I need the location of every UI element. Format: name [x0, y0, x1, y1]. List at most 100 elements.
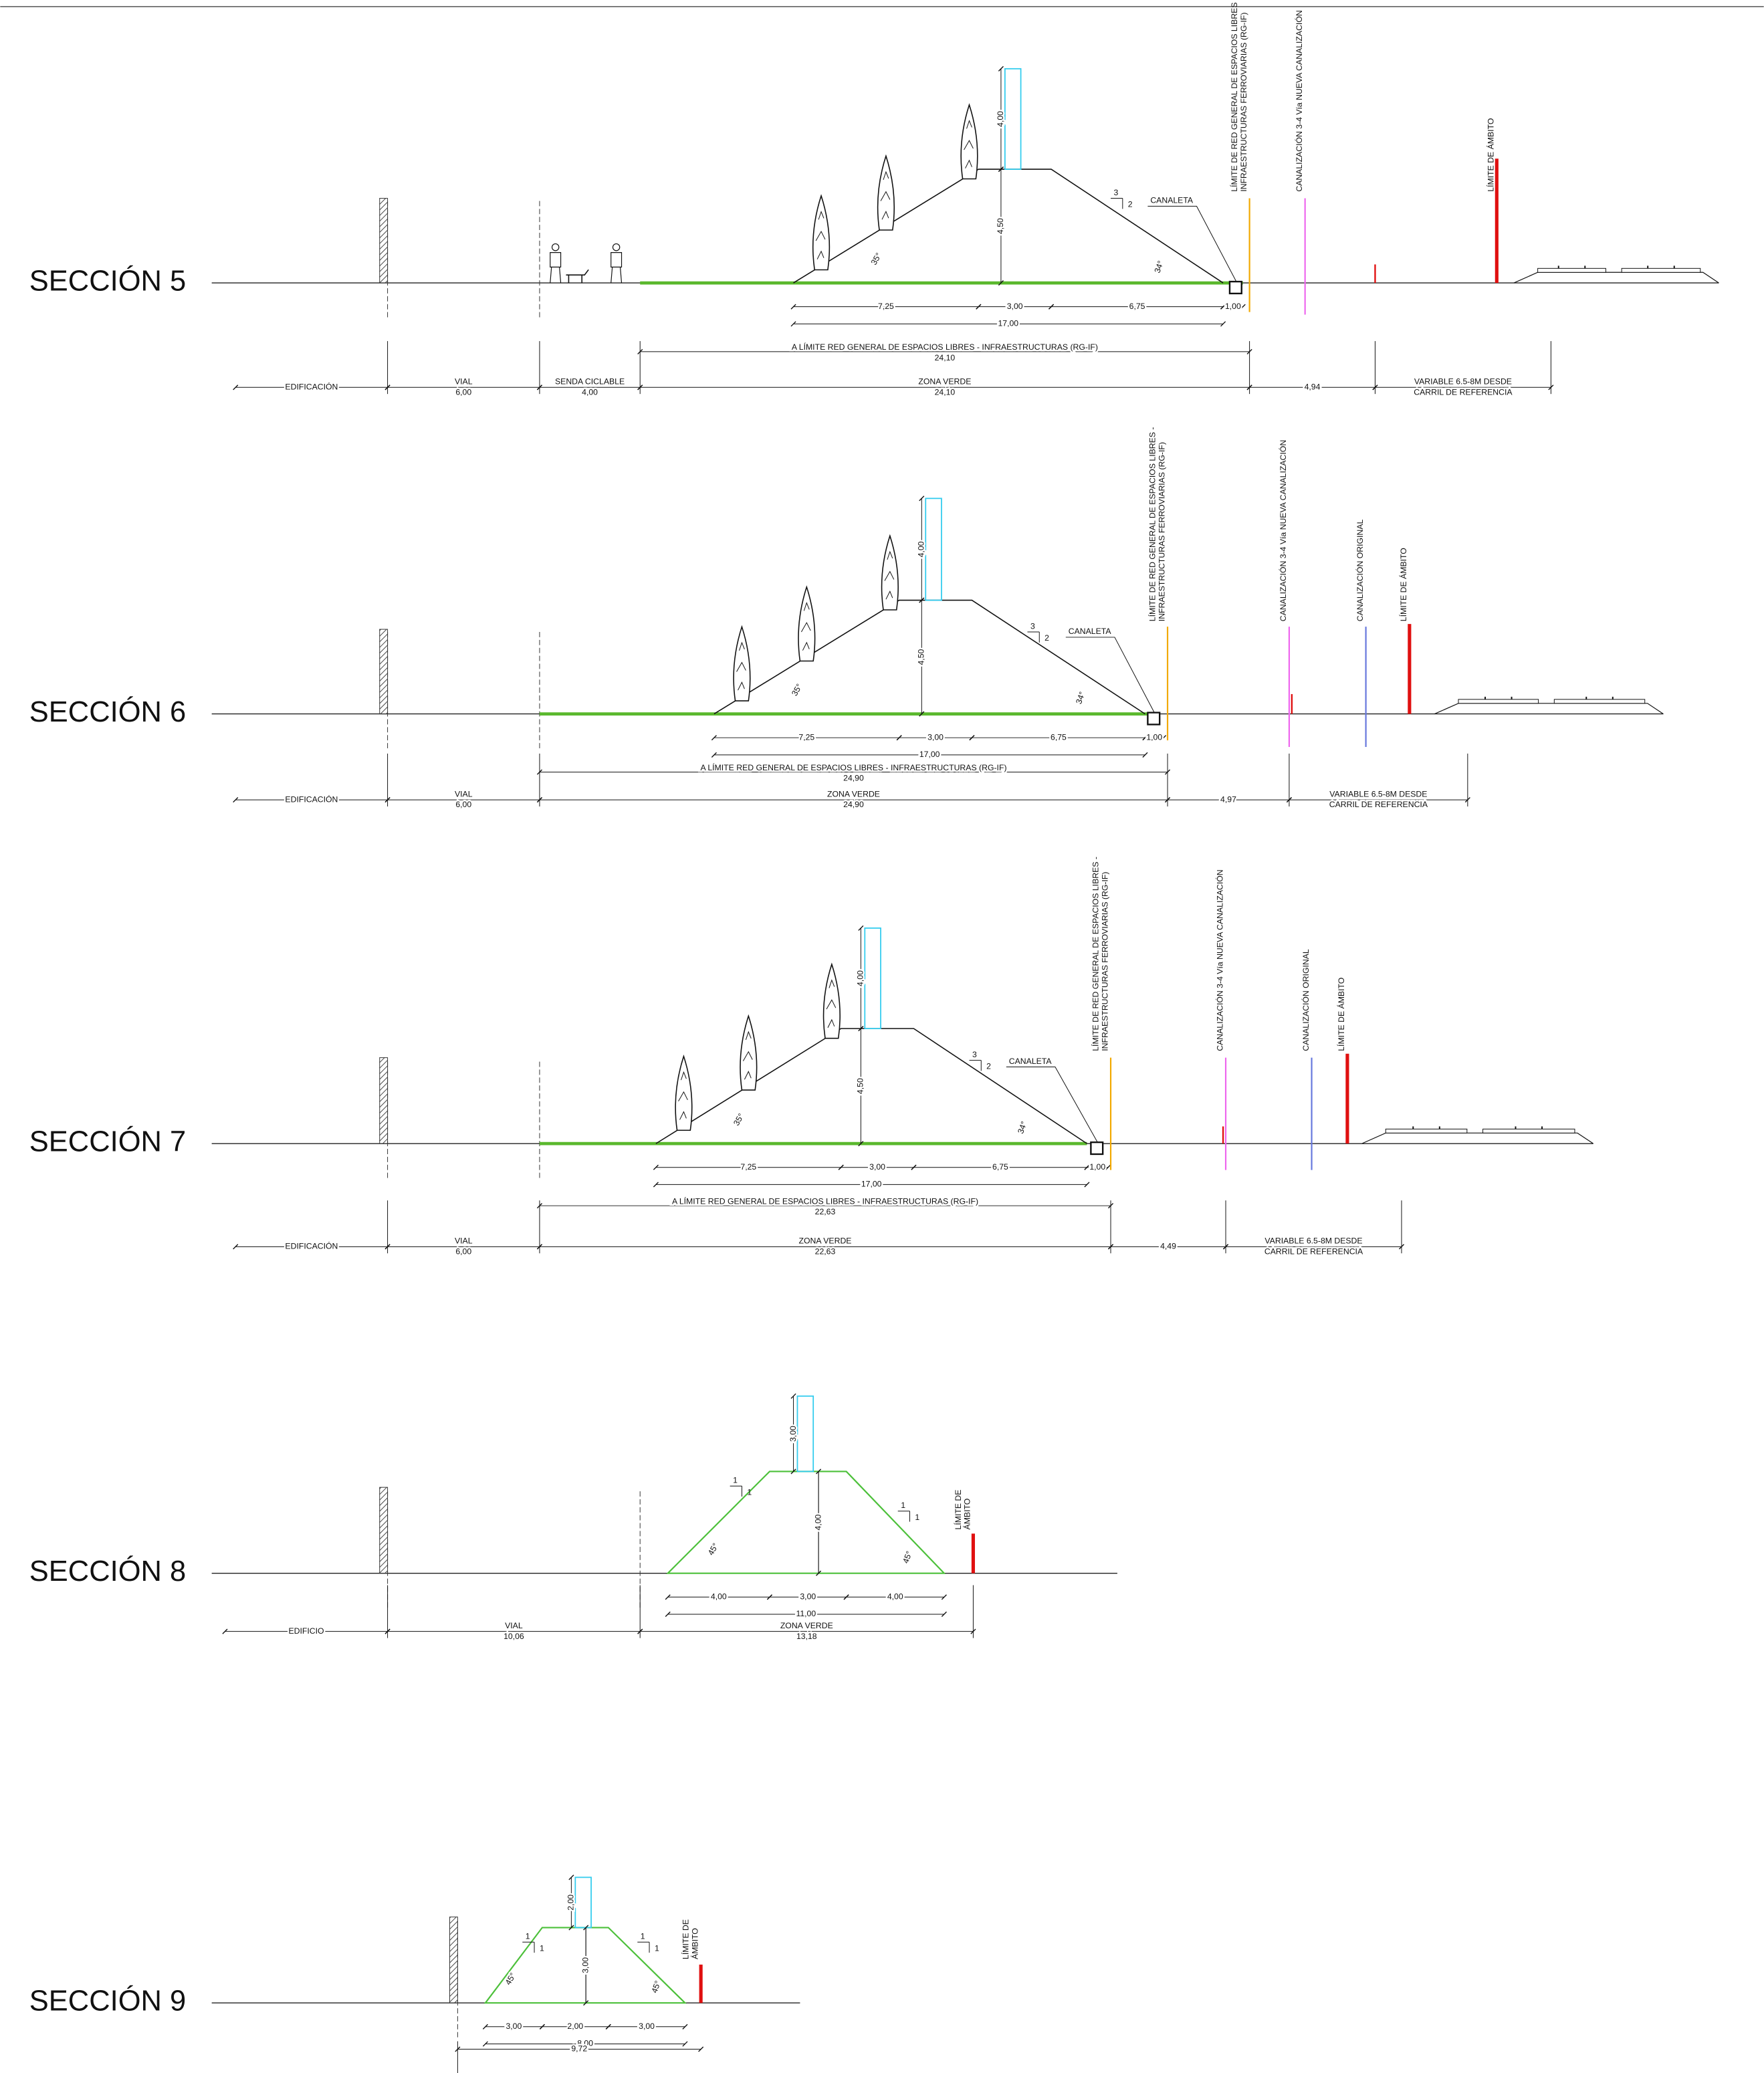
- dim-tick: [919, 597, 925, 603]
- slope-ratio: 3: [972, 1050, 977, 1059]
- dim-tick: [1084, 1164, 1090, 1170]
- height-dim: 3,00: [580, 1957, 590, 1973]
- zone-label: CARRIL DE REFERENCIA: [1329, 800, 1428, 809]
- dim-tick: [816, 1468, 822, 1475]
- base-dim: 2,00: [567, 2022, 583, 2031]
- dim-tick: [536, 385, 542, 391]
- zone-label: VARIABLE 6.5-8M DESDE: [1329, 789, 1427, 798]
- zone-label: 24,10: [935, 387, 956, 397]
- overall-dim: 9,72: [571, 2044, 587, 2054]
- zone-label: 6,00: [455, 1246, 471, 1256]
- sleeper: [1621, 267, 1701, 273]
- berm: [666, 1470, 946, 1574]
- dim-tick: [536, 1244, 542, 1250]
- zone-label: VARIABLE 6.5-8M DESDE: [1414, 377, 1512, 387]
- total-dim: 17,00: [998, 319, 1018, 328]
- dim-tick: [536, 797, 542, 803]
- dim-tick: [911, 1164, 917, 1170]
- zone-label: VIAL: [455, 789, 473, 798]
- dim-tick: [838, 1164, 844, 1170]
- limit-label: CANALIZACIÓN ORIGINAL: [1355, 520, 1365, 622]
- height-dim: 4,00: [856, 970, 865, 986]
- limit-label: CANALIZACIÓN 3-4 Vía NUEVA CANALIZACIÓN: [1294, 10, 1304, 191]
- limit-label: LÍMITE DE RED GENERAL DE ESPACIOS LIBRES…: [1147, 427, 1157, 622]
- rg-if-value: 22,63: [815, 1207, 836, 1216]
- base-dim: 3,00: [506, 2022, 522, 2031]
- zone-label: CARRIL DE REFERENCIA: [1264, 1246, 1363, 1256]
- zone-label: ZONA VERDE: [918, 377, 971, 387]
- total-dim: 17,00: [861, 1180, 882, 1189]
- limit-label: LÍMITE DE ÁMBITO: [1398, 548, 1408, 621]
- pedestrian: [612, 243, 621, 251]
- dim-tick: [711, 735, 717, 741]
- zone-label: ZONA VERDE: [799, 1236, 852, 1246]
- dim-tick: [941, 1594, 947, 1600]
- building-wall: [379, 1487, 389, 1574]
- limit-label: LÍMITE DE: [681, 1919, 691, 1959]
- limit-label: LÍMITE DE ÁMBITO: [1486, 118, 1496, 192]
- dim-tick: [766, 1594, 772, 1600]
- dim-tick: [384, 1628, 391, 1634]
- dim-tick: [790, 1468, 796, 1475]
- slope-ratio: 2: [1128, 200, 1133, 209]
- slope-ratio: 1: [540, 1943, 544, 1953]
- zone-label: 10,06: [504, 1632, 524, 1641]
- dim-tick: [384, 1244, 391, 1250]
- base-dim: 7,25: [740, 1162, 756, 1172]
- height-dim: 4,50: [856, 1078, 865, 1094]
- tree: [798, 585, 816, 662]
- limit-label: CANALIZACIÓN 3-4 Vía NUEVA CANALIZACIÓN: [1214, 869, 1224, 1051]
- dim-tick: [637, 385, 643, 391]
- dim-tick: [711, 752, 717, 758]
- dim-tick: [665, 1611, 671, 1618]
- dim-tick: [637, 1628, 643, 1634]
- dim-tick: [568, 1925, 574, 1931]
- total-dim: 11,00: [796, 1609, 816, 1618]
- rg-if-value: 24,10: [935, 353, 956, 362]
- zone-label: VIAL: [455, 1236, 473, 1246]
- limit-label: LÍMITE DE ÁMBITO: [1336, 978, 1346, 1051]
- pedestrian: [551, 243, 560, 251]
- dim-tick: [539, 2024, 545, 2030]
- tree-detail: [742, 1030, 753, 1080]
- zone-label: EDIFICACIÓN: [285, 1241, 338, 1251]
- canaleta-label: CANALETA: [1009, 1057, 1053, 1066]
- rg-if-value: 24,90: [843, 774, 864, 783]
- limit-label: LÍMITE DE RED GENERAL DE ESPACIOS LIBRES…: [1229, 0, 1239, 192]
- building-wall: [449, 1917, 458, 2003]
- dim-tick: [1105, 1164, 1111, 1170]
- height-dim: 4,50: [917, 649, 926, 665]
- tree: [822, 962, 841, 1039]
- slope-ratio: 1: [526, 1932, 530, 1941]
- tree-detail: [678, 1071, 688, 1120]
- canaleta-label: CANALETA: [1069, 627, 1112, 636]
- dim-tick: [583, 2000, 589, 2006]
- dim-tick: [1164, 797, 1171, 803]
- dim-tick: [583, 1925, 589, 1931]
- dim-tick: [1286, 797, 1292, 803]
- dim-tick: [698, 2046, 704, 2052]
- base-dim: 3,00: [1007, 302, 1023, 311]
- zone-label: ZONA VERDE: [827, 789, 880, 798]
- base-dim: 1,00: [1225, 302, 1241, 311]
- base-dim: 6,75: [1051, 732, 1067, 742]
- zone-label: 24,90: [843, 800, 864, 809]
- dim-tick: [998, 66, 1004, 72]
- rg-if-label: A LÍMITE RED GENERAL DE ESPACIOS LIBRES …: [672, 1196, 978, 1206]
- slope-ratio: 3: [1114, 188, 1119, 197]
- slope-ratio: 1: [901, 1501, 905, 1510]
- base-dim: 1,00: [1146, 732, 1162, 742]
- sleeper: [1482, 1128, 1575, 1133]
- fence: [796, 1395, 814, 1472]
- limit-label: INFRAESTRUCTURAS FERROVIARIAS (RG-IF): [1100, 872, 1109, 1051]
- canaleta-box: [1147, 712, 1161, 726]
- rg-if-label: A LÍMITE RED GENERAL DE ESPACIOS LIBRES …: [792, 342, 1098, 352]
- section-title: SECCIÓN 8: [29, 1555, 186, 1588]
- limit-label: ÁMBITO: [962, 1499, 972, 1530]
- dim-tick: [1142, 735, 1148, 741]
- tree: [733, 625, 751, 701]
- dog: [566, 269, 589, 284]
